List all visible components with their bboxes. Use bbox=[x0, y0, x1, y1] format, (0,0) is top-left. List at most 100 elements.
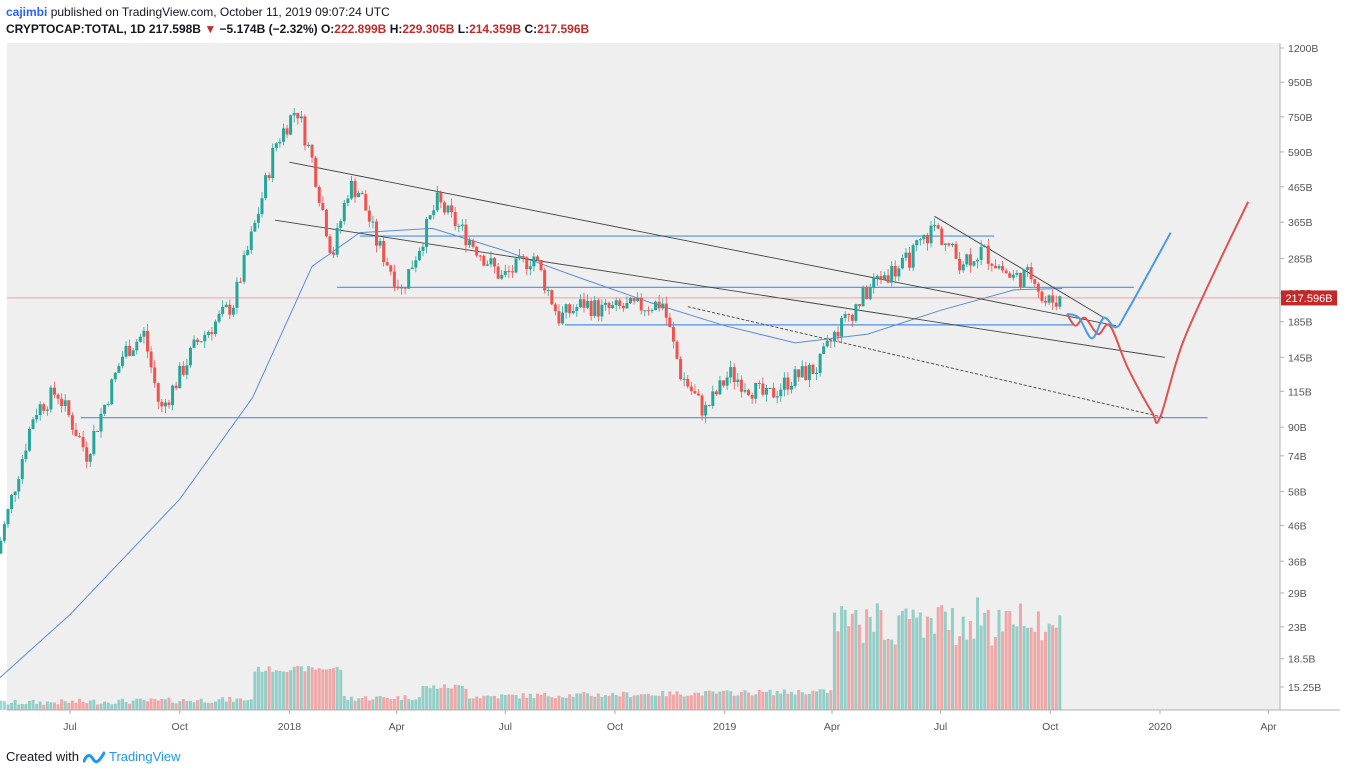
volume-bar bbox=[890, 639, 894, 710]
candle-body bbox=[636, 297, 640, 302]
candle-body bbox=[342, 203, 346, 222]
created-with-text: Created with bbox=[6, 749, 79, 764]
volume-bar bbox=[696, 692, 700, 710]
volume-bar bbox=[557, 695, 561, 710]
volume-bar bbox=[321, 669, 325, 710]
candle-body bbox=[528, 266, 532, 270]
author-link[interactable]: cajimbi bbox=[6, 5, 48, 19]
candle-body bbox=[274, 143, 278, 148]
volume-bar bbox=[754, 694, 758, 710]
volume-bar bbox=[546, 696, 550, 710]
candle-body bbox=[171, 385, 175, 406]
volume-bar bbox=[571, 696, 575, 710]
candle-body bbox=[310, 144, 314, 158]
candle-body bbox=[857, 304, 861, 307]
candle-body bbox=[811, 364, 815, 375]
candle-body bbox=[110, 379, 114, 405]
chart-header-publisher: cajimbi published on TradingView.com, Oc… bbox=[6, 5, 390, 19]
candle-body bbox=[675, 341, 679, 359]
candle-body bbox=[564, 304, 568, 313]
volume-bar bbox=[92, 699, 96, 710]
forecast-blue-path[interactable] bbox=[1066, 232, 1172, 340]
volume-bar bbox=[328, 668, 332, 710]
volume-bar bbox=[918, 612, 922, 710]
price-axis[interactable]: 1200B950B750B590B465B365B285B225B185B145… bbox=[1280, 43, 1321, 694]
candle-body bbox=[31, 419, 35, 430]
candle-body bbox=[607, 302, 611, 309]
candle-body bbox=[621, 305, 625, 309]
volume-bar bbox=[253, 671, 257, 710]
time-axis[interactable]: Jul Oct 2018 Apr Jul Oct 2019 Apr Jul Oct 2020 Apr bbox=[63, 710, 1277, 733]
candle-body bbox=[1004, 270, 1008, 274]
candle-body bbox=[689, 386, 693, 392]
candle-body bbox=[339, 221, 343, 228]
candle-body bbox=[625, 303, 629, 309]
volume-bar bbox=[804, 694, 808, 710]
trend-line[interactable] bbox=[934, 215, 1105, 319]
volume-bar bbox=[1040, 640, 1044, 710]
volume-bar bbox=[539, 694, 543, 710]
volume-bar bbox=[228, 697, 232, 710]
candle-body bbox=[775, 396, 779, 398]
volume-bar bbox=[31, 699, 35, 710]
volume-bar bbox=[954, 644, 958, 710]
change-value: −5.174B (−2.32%) bbox=[219, 22, 318, 36]
volume-bar bbox=[789, 691, 793, 710]
volume-bar bbox=[146, 701, 150, 710]
volume-bar bbox=[1018, 603, 1022, 710]
volume-bar bbox=[38, 701, 42, 710]
candle-body bbox=[414, 260, 418, 268]
volume-bar bbox=[815, 691, 819, 710]
volume-bar bbox=[314, 669, 318, 710]
volume-bar bbox=[81, 702, 85, 710]
candle-body bbox=[217, 313, 221, 322]
candle-body bbox=[782, 377, 786, 390]
candle-body bbox=[535, 256, 539, 261]
candle-body bbox=[478, 255, 482, 257]
candle-body bbox=[979, 246, 983, 260]
tradingview-logo-icon[interactable] bbox=[82, 750, 105, 764]
candle-body bbox=[367, 210, 371, 222]
volume-bar bbox=[371, 699, 375, 710]
candle-body bbox=[357, 192, 361, 198]
candle-body bbox=[221, 306, 225, 314]
volume-bar bbox=[614, 694, 618, 710]
candle-body bbox=[868, 287, 872, 300]
candle-body bbox=[693, 391, 697, 394]
time-tick-label: Oct bbox=[1042, 721, 1058, 733]
candle-body bbox=[307, 144, 311, 146]
volume-bar bbox=[679, 694, 683, 710]
candle-body bbox=[13, 491, 17, 496]
candle-body bbox=[761, 383, 765, 395]
volume-bar bbox=[378, 695, 382, 710]
candle-body bbox=[410, 267, 414, 270]
candle-body bbox=[400, 287, 404, 289]
candle-body bbox=[997, 266, 1001, 269]
price-tick-label: 18.5B bbox=[1288, 654, 1315, 666]
candle-body bbox=[421, 246, 425, 251]
candle-body bbox=[267, 175, 271, 179]
volume-bar bbox=[782, 689, 786, 710]
volume-bar bbox=[682, 696, 686, 710]
time-tick-label: Apr bbox=[389, 721, 406, 733]
volume-bar bbox=[897, 615, 901, 710]
volume-bar bbox=[518, 698, 522, 710]
tradingview-brand-link[interactable]: TradingView bbox=[108, 749, 181, 764]
volume-bar bbox=[188, 700, 192, 710]
candle-body bbox=[518, 256, 522, 259]
candle-body bbox=[471, 240, 475, 247]
volume-bar bbox=[103, 701, 107, 710]
trend-line[interactable] bbox=[289, 161, 1116, 327]
forecast-red-path[interactable] bbox=[1066, 201, 1250, 425]
candle-body bbox=[103, 404, 107, 414]
volume-bar bbox=[775, 691, 779, 710]
candle-body bbox=[45, 409, 49, 411]
candle-body bbox=[908, 252, 912, 268]
trend-line[interactable] bbox=[687, 306, 1165, 419]
ohlc-header: CRYPTOCAP:TOTAL, 1D 217.598B ▼ −5.174B (… bbox=[6, 22, 589, 36]
candle-body bbox=[135, 341, 139, 351]
candle-body bbox=[74, 429, 78, 437]
candle-body bbox=[514, 258, 518, 273]
candle-body bbox=[918, 239, 922, 241]
